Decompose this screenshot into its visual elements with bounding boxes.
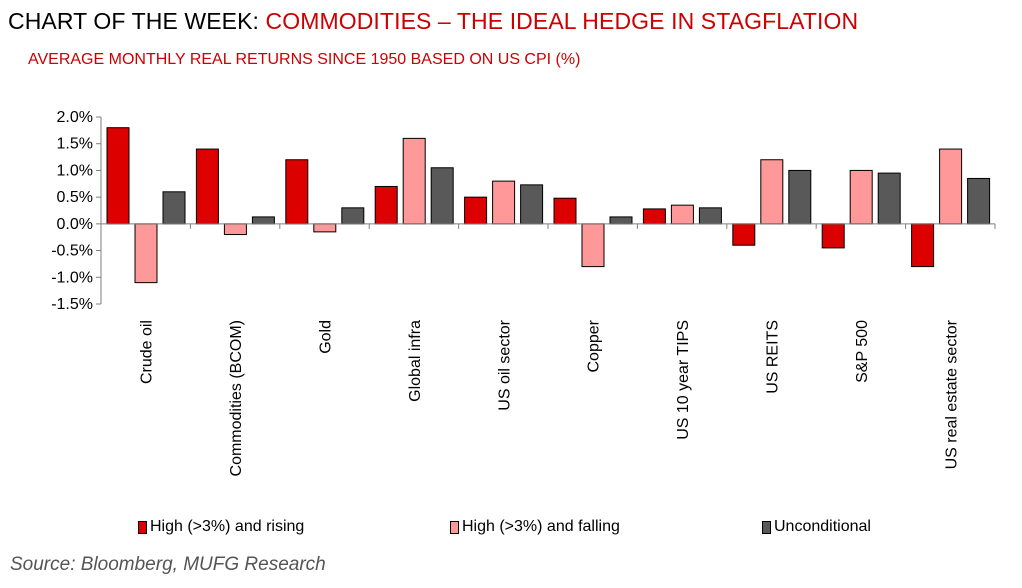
category-label: Crude oil: [139, 320, 156, 384]
source-note: Source: Bloomberg, MUFG Research: [10, 554, 326, 575]
chart-title: CHART OF THE WEEK: COMMODITIES – THE IDE…: [8, 8, 858, 35]
category-label: US 10 year TIPS: [675, 320, 692, 440]
bar: [911, 223, 935, 268]
bar: [402, 137, 426, 225]
legend-item: High (>3%) and rising: [138, 518, 304, 536]
bar: [195, 148, 219, 225]
bar: [821, 223, 845, 249]
y-tick-label: -1.5%: [51, 296, 93, 313]
category-label: US REITS: [765, 320, 782, 394]
y-tick-label: -1.0%: [51, 269, 93, 286]
bar: [553, 197, 577, 225]
category-label: US oil sector: [496, 319, 513, 410]
bar: [967, 177, 991, 225]
y-tick-label: -0.5%: [51, 243, 93, 260]
bar: [223, 223, 247, 236]
chart-subtitle: AVERAGE MONTHLY REAL RETURNS SINCE 1950 …: [28, 51, 581, 68]
bar: [374, 185, 398, 225]
legend-swatch: [138, 520, 147, 534]
bar: [849, 169, 873, 225]
legend-label: High (>3%) and rising: [150, 518, 305, 535]
bar: [877, 172, 901, 225]
category-label: S&P 500: [854, 320, 871, 383]
bar: [788, 169, 812, 225]
category-label: Gold: [318, 320, 335, 354]
bar: [341, 207, 365, 225]
bar: [939, 148, 963, 225]
bar: [581, 223, 605, 268]
bar: [313, 223, 337, 233]
legend-item: Unconditional: [762, 518, 871, 536]
y-tick-label: 2.0%: [57, 109, 93, 126]
y-tick-label: 1.5%: [57, 136, 93, 153]
bar: [251, 216, 275, 225]
bar: [670, 204, 694, 225]
chart-legend: High (>3%) and rising High (>3%) and fall…: [0, 518, 1022, 542]
bar: [609, 216, 633, 225]
legend-label: Unconditional: [774, 518, 871, 535]
bar: [760, 159, 784, 225]
bar: [285, 159, 309, 225]
category-label: Copper: [586, 319, 603, 372]
title-prefix: CHART OF THE WEEK:: [8, 8, 260, 34]
legend-label: High (>3%) and falling: [462, 518, 620, 535]
bar: [642, 208, 666, 225]
y-tick-label: 0.0%: [57, 216, 93, 233]
bar: [698, 207, 722, 225]
y-tick-label: 0.5%: [57, 189, 93, 206]
legend-swatch: [450, 520, 459, 534]
category-label: Commodities (BCOM): [228, 320, 245, 476]
bar: [520, 184, 544, 225]
bar: [134, 223, 158, 284]
category-label: US real estate sector: [943, 319, 960, 469]
category-label: Global infra: [407, 320, 424, 402]
bar: [162, 191, 186, 225]
y-tick-label: 1.0%: [57, 162, 93, 179]
bar: [492, 180, 516, 225]
bar: [430, 167, 454, 225]
legend-item: High (>3%) and falling: [450, 518, 620, 536]
title-highlight: COMMODITIES – THE IDEAL HEDGE IN STAGFLA…: [265, 8, 859, 34]
bar: [106, 127, 130, 225]
legend-swatch: [762, 520, 771, 534]
bar: [464, 196, 488, 225]
bar: [732, 223, 756, 246]
